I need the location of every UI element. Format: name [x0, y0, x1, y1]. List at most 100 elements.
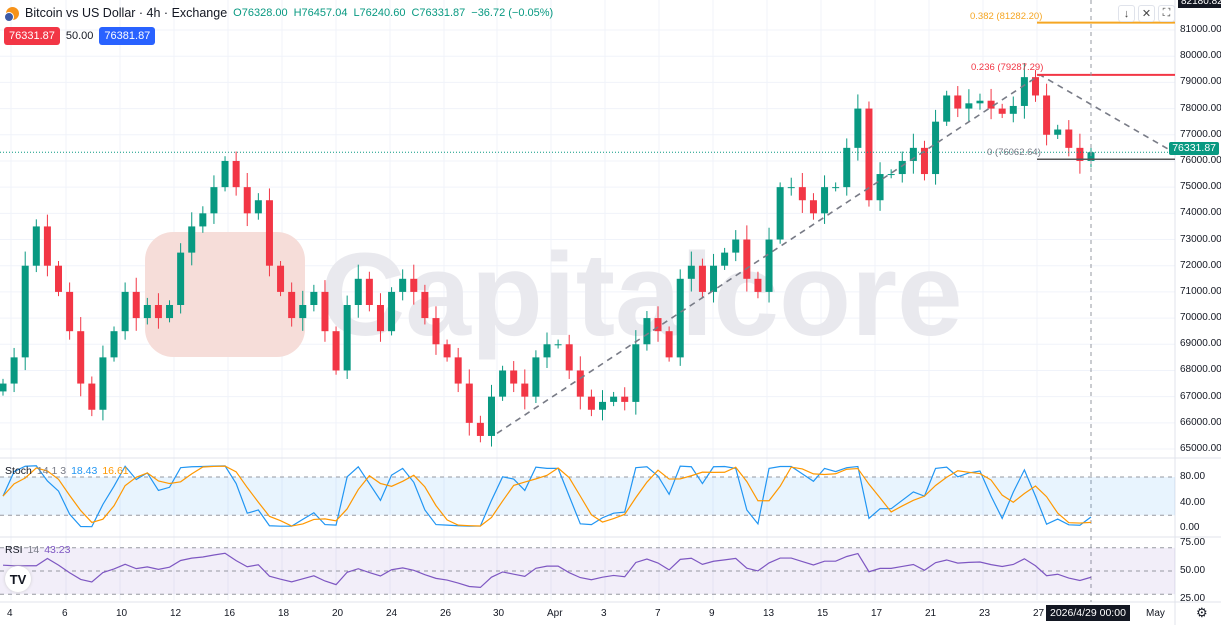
price-tick: 76000.00: [1180, 154, 1221, 166]
candle-body: [199, 213, 207, 227]
candle-body: [532, 357, 540, 397]
candle-body: [376, 304, 384, 332]
time-tick: Apr: [547, 608, 563, 619]
candle-body: [310, 291, 318, 305]
candle-body: [343, 304, 351, 371]
price-tick: 71000.00: [1180, 285, 1221, 297]
candle-body: [698, 265, 706, 292]
candle-body: [510, 370, 518, 384]
fullscreen-button[interactable]: ⛶: [1158, 5, 1175, 22]
watermark-logo: [145, 232, 305, 357]
last-price-tag: 76331.87: [1169, 141, 1219, 155]
candle-body: [43, 226, 51, 266]
candle-body: [121, 291, 129, 332]
candle-body: [521, 383, 529, 397]
rsi-tick: 75.00: [1180, 537, 1206, 548]
fib-0-label: 0 (76062.64): [987, 147, 1041, 158]
candle-body: [954, 95, 962, 109]
quote-buttons: 76331.87 50.00 76381.87: [4, 27, 156, 45]
stoch-label[interactable]: Stoch: [5, 465, 32, 477]
stoch-tick: 0.00: [1180, 522, 1200, 533]
candle-body: [1065, 129, 1073, 148]
candle-body: [354, 278, 362, 305]
candle-body: [632, 344, 640, 402]
candle-body: [987, 100, 995, 109]
spread: 50.00: [65, 30, 94, 42]
tradingview-logo[interactable]: TV: [5, 566, 31, 592]
candle-body: [1087, 152, 1095, 161]
price-tick: 70000.00: [1180, 312, 1221, 324]
candle-body: [188, 226, 196, 253]
price-tick: 78000.00: [1180, 102, 1221, 114]
time-tick: 30: [493, 608, 505, 619]
rsi-value: 43.23: [44, 544, 71, 556]
candle-body: [787, 187, 795, 189]
candle-body: [832, 187, 840, 189]
candle-body: [10, 357, 18, 384]
candle-body: [154, 304, 162, 319]
ohlc-low: L76240.60: [353, 7, 406, 19]
candle-body: [1020, 77, 1028, 106]
time-tick: 27: [1033, 608, 1045, 619]
candle-body: [299, 304, 307, 319]
sell-button[interactable]: 76331.87: [4, 27, 60, 45]
candle-body: [1076, 147, 1084, 161]
candle-body: [809, 200, 817, 214]
candle-body: [998, 108, 1006, 114]
candle-body: [776, 187, 784, 240]
crosshair-date-label: 2026/4/29 00:00: [1046, 605, 1130, 621]
candle-body: [887, 174, 895, 176]
rsi-legend: RSI 14 43.23: [5, 544, 70, 556]
scroll-to-latest-button[interactable]: ↓: [1118, 5, 1135, 22]
candle-body: [465, 383, 473, 423]
time-tick: 13: [763, 608, 775, 619]
price-tick: 68000.00: [1180, 364, 1221, 376]
candle-body: [654, 318, 662, 332]
time-tick: 4: [7, 608, 13, 619]
candle-body: [77, 331, 85, 384]
candle-body: [221, 160, 229, 188]
candle-body: [710, 265, 718, 292]
candle-body: [920, 147, 928, 175]
fullscreen-icon: ⛶: [1162, 7, 1171, 19]
candle-body: [865, 108, 873, 201]
candle-body: [599, 401, 607, 410]
candle-body: [1054, 129, 1062, 135]
rsi-tick: 25.00: [1180, 593, 1206, 604]
rsi-label[interactable]: RSI: [5, 544, 23, 556]
candle-body: [277, 265, 285, 292]
candle-body: [587, 396, 595, 410]
price-axis-top-label: 82180.82: [1178, 0, 1221, 8]
time-tick: May: [1146, 608, 1165, 619]
candle-body: [1043, 95, 1051, 135]
candle-body: [1031, 77, 1039, 96]
price-tick: 65000.00: [1180, 443, 1221, 455]
price-tick: 69000.00: [1180, 338, 1221, 350]
settings-icon[interactable]: ⚙: [1196, 605, 1208, 620]
candle-body: [21, 265, 29, 358]
candle-body: [565, 344, 573, 371]
candle-body: [388, 291, 396, 332]
candle-body: [476, 422, 484, 436]
fib-236-label: 0.236 (79287.29): [971, 62, 1044, 73]
buy-button[interactable]: 76381.87: [99, 27, 156, 45]
candle-body: [110, 331, 118, 358]
candle-body: [99, 357, 107, 410]
price-tick: 67000.00: [1180, 390, 1221, 402]
price-tick: 73000.00: [1180, 233, 1221, 245]
bitcoin-usd-icon: [4, 6, 19, 22]
collapse-button[interactable]: ✕: [1138, 5, 1155, 22]
candle-body: [943, 95, 951, 122]
candle-body: [365, 278, 373, 305]
symbol-title[interactable]: Bitcoin vs US Dollar · 4h · Exchange: [25, 6, 228, 20]
ohlc-open: O76328.00: [233, 7, 288, 19]
candle-body: [410, 278, 418, 292]
candle-body: [166, 304, 174, 319]
time-tick: 26: [440, 608, 452, 619]
candle-body: [321, 291, 329, 332]
candle-body: [909, 147, 917, 161]
candle-body: [798, 187, 806, 201]
candle-body: [876, 174, 884, 201]
stoch-k-line: [2, 465, 1092, 528]
